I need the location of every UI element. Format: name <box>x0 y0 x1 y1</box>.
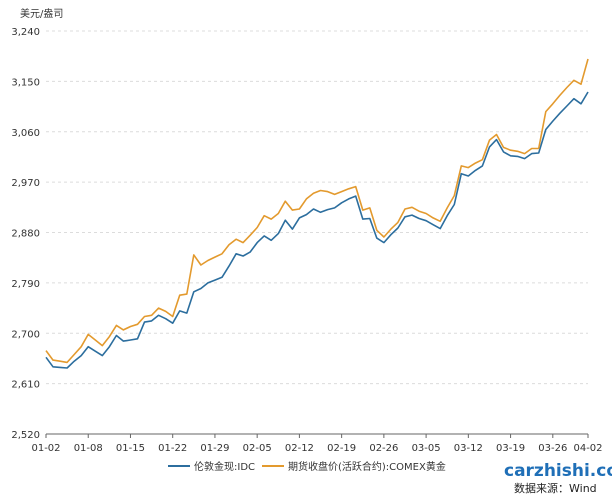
data-source-label: 数据来源：Wind <box>514 481 597 495</box>
x-tick-label: 03-05 <box>412 443 441 454</box>
y-tick-label: 2,520 <box>11 430 40 441</box>
x-tick-label: 02-19 <box>327 443 356 454</box>
y-tick-label: 3,060 <box>11 128 40 139</box>
y-axis-ticks: 3,240 3,150 3,060 2,970 2,880 2,790 2,700 2,610… <box>11 27 40 441</box>
x-axis-ticks: 01-02 01-08 01-15 01-22 01-29 02-05 02-12 02-19… <box>31 434 603 454</box>
x-tick-label: 04-02 <box>573 443 602 454</box>
y-axis-unit-label: 美元/盎司 <box>20 7 63 20</box>
y-tick-label: 3,240 <box>11 27 40 38</box>
y-tick-label: 2,880 <box>11 229 40 240</box>
y-tick-label: 2,610 <box>11 380 40 391</box>
series-lines <box>45 58 589 369</box>
x-tick-label: 03-12 <box>454 443 483 454</box>
series-line-london-gold <box>45 91 589 369</box>
x-tick-label: 02-26 <box>369 443 398 454</box>
y-tick-label: 3,150 <box>11 77 40 88</box>
y-tick-label: 2,700 <box>11 329 40 340</box>
legend-label-london-gold: 伦敦金现:IDC <box>194 460 255 473</box>
y-tick-label: 2,790 <box>11 279 40 290</box>
x-tick-label: 02-12 <box>285 443 314 454</box>
x-tick-label: 01-22 <box>158 443 187 454</box>
x-tick-label: 01-02 <box>31 443 60 454</box>
watermark-site: carzhishi.com <box>504 461 612 481</box>
legend: 伦敦金现:IDC 期货收盘价(活跃合约):COMEX黄金 <box>168 460 446 473</box>
y-tick-label: 2,970 <box>11 178 40 189</box>
x-tick-label: 01-29 <box>200 443 229 454</box>
x-tick-label: 01-08 <box>74 443 103 454</box>
legend-label-comex-gold: 期货收盘价(活跃合约):COMEX黄金 <box>288 460 446 473</box>
series-line-comex-gold <box>45 58 589 364</box>
x-tick-label: 02-05 <box>243 443 272 454</box>
x-tick-label: 01-15 <box>116 443 145 454</box>
grid-lines <box>46 30 588 385</box>
x-tick-label: 03-19 <box>496 443 525 454</box>
x-tick-label: 03-26 <box>538 443 567 454</box>
